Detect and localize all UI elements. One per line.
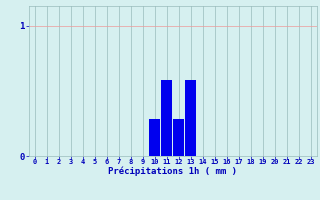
Bar <box>161 80 172 156</box>
X-axis label: Précipitations 1h ( mm ): Précipitations 1h ( mm ) <box>108 167 237 176</box>
Bar <box>149 119 160 156</box>
Bar <box>173 119 184 156</box>
Bar <box>185 80 196 156</box>
